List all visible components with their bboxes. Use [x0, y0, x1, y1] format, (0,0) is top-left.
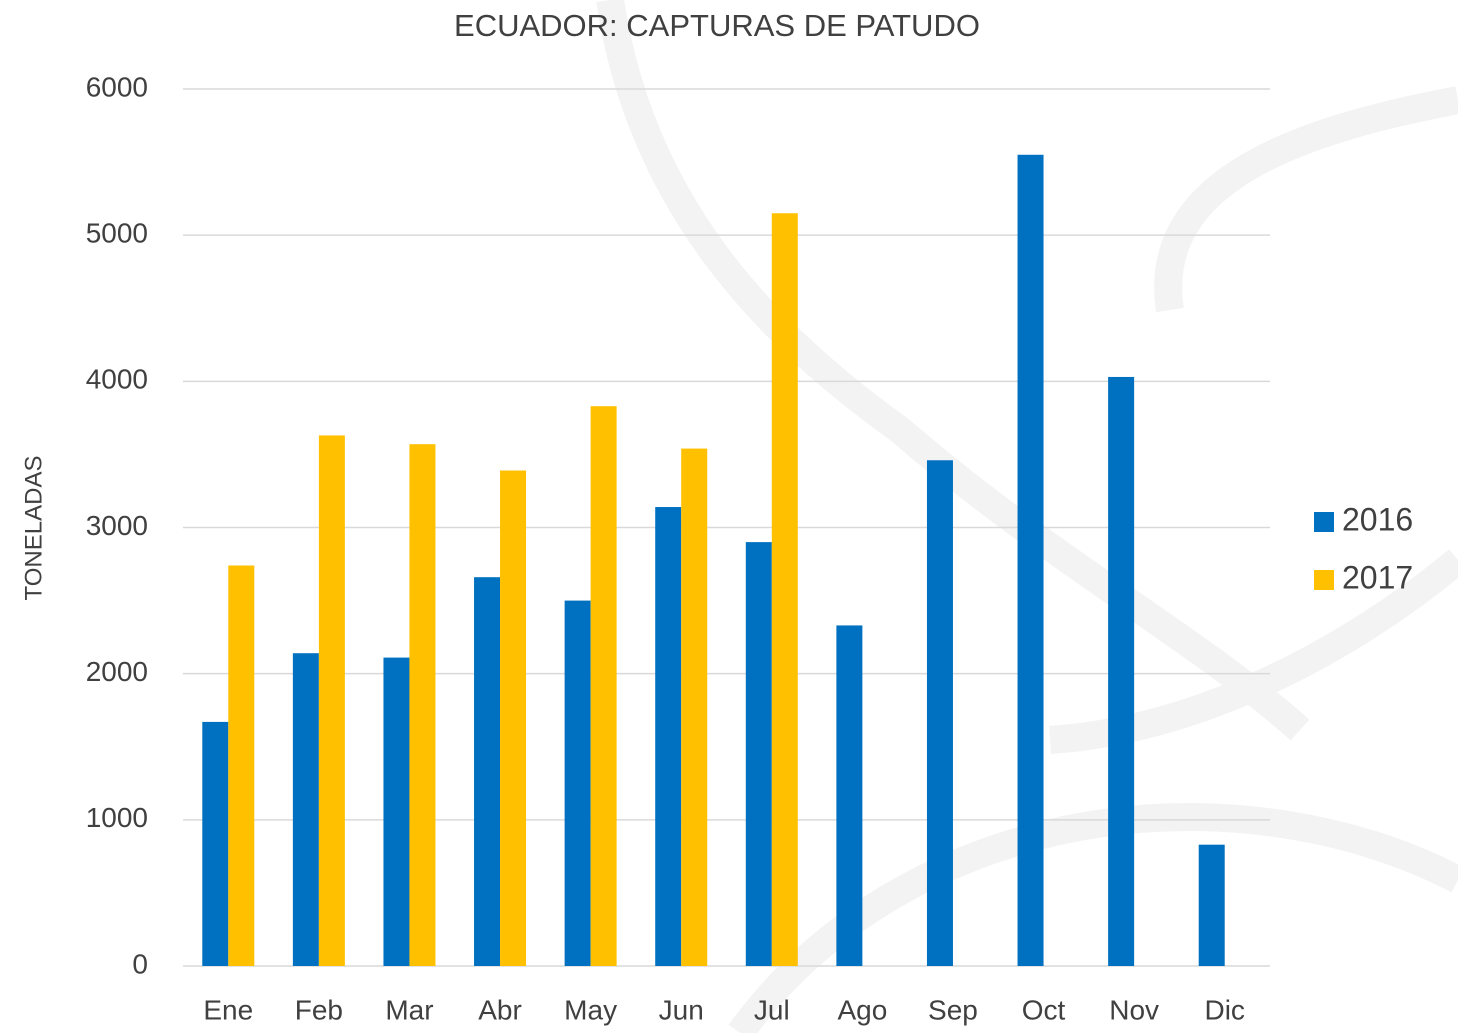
- bar: [564, 600, 591, 966]
- bar: [590, 406, 617, 967]
- bar: [1108, 376, 1135, 966]
- legend-swatch: [1314, 570, 1334, 590]
- bar: [228, 565, 255, 966]
- bar: [500, 470, 527, 966]
- x-tick-label: Ago: [837, 994, 887, 1025]
- y-tick-label: 5000: [86, 218, 148, 249]
- y-tick-label: 6000: [86, 71, 148, 102]
- bar: [202, 721, 229, 966]
- x-tick-label: Nov: [1109, 994, 1159, 1025]
- x-tick-label: Oct: [1022, 994, 1066, 1025]
- bar: [1017, 154, 1044, 966]
- bar: [292, 653, 319, 966]
- x-tick-label: Jul: [754, 994, 790, 1025]
- x-tick-label: Dic: [1204, 994, 1244, 1025]
- x-tick-label: Mar: [385, 994, 433, 1025]
- x-tick-label: Ene: [203, 994, 253, 1025]
- bar: [383, 657, 410, 966]
- y-tick-label: 4000: [86, 364, 148, 395]
- bar: [1198, 844, 1225, 966]
- y-tick-label: 2000: [86, 656, 148, 687]
- bar: [926, 460, 953, 966]
- bar: [681, 448, 708, 966]
- x-tick-label: Jun: [659, 994, 704, 1025]
- x-tick-label: Sep: [928, 994, 978, 1025]
- x-tick-label: Feb: [295, 994, 343, 1025]
- bar: [745, 542, 772, 966]
- legend-label: 2016: [1342, 501, 1413, 537]
- bar: [655, 507, 682, 966]
- x-tick-label: Abr: [478, 994, 522, 1025]
- bar: [474, 577, 501, 966]
- bar: [409, 444, 436, 966]
- bar: [836, 625, 863, 966]
- y-axis-label: TONELADAS: [20, 456, 47, 601]
- legend-swatch: [1314, 512, 1334, 532]
- legend-label: 2017: [1342, 559, 1413, 595]
- chart-title: ECUADOR: CAPTURAS DE PATUDO: [454, 8, 980, 43]
- y-tick-label: 1000: [86, 802, 148, 833]
- bar: [771, 213, 798, 966]
- y-tick-label: 0: [132, 948, 148, 979]
- bar: [318, 435, 345, 966]
- x-tick-label: May: [564, 994, 617, 1025]
- y-tick-label: 3000: [86, 510, 148, 541]
